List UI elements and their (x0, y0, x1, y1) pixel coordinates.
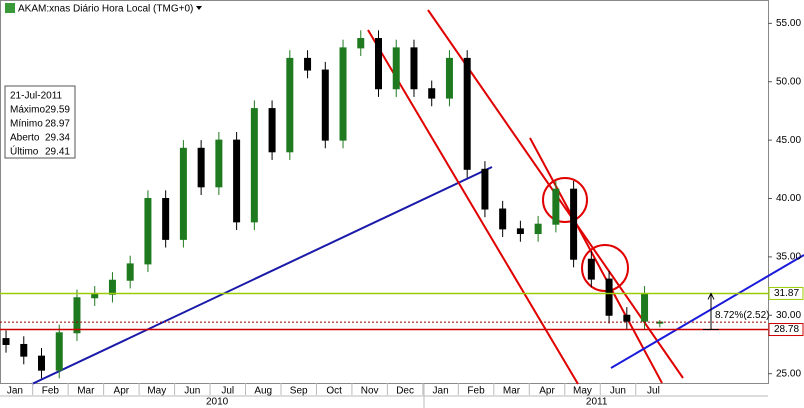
info-label: Mínimo (10, 119, 43, 130)
candle-body (463, 57, 471, 170)
candle-body (392, 47, 400, 90)
y-tick-label: 35.00 (776, 252, 801, 263)
x-tick-label: Apr (539, 386, 555, 397)
info-date: 21-Jul-2011 (10, 91, 63, 102)
channel-line (529, 137, 663, 384)
x-tick-label: Nov (361, 386, 379, 397)
candle-body (339, 47, 347, 141)
candle-body (321, 69, 329, 141)
info-box: 21-Jul-2011 Máximo 29.59 Mínimo 28.97 Ab… (4, 85, 76, 159)
arrow-head (707, 292, 715, 300)
candle-body (215, 139, 223, 188)
candle-body (91, 293, 99, 299)
candle-body (20, 343, 28, 357)
candle-body (534, 223, 542, 235)
candle-body (38, 355, 46, 371)
y-tick-label: 45.00 (776, 135, 801, 146)
candle-body (623, 314, 631, 322)
candle-body (2, 338, 10, 345)
candle-body (445, 57, 453, 99)
candle-body (481, 168, 489, 210)
info-label: Aberto (10, 133, 40, 144)
candle-body (375, 38, 383, 90)
candle-body (570, 188, 578, 260)
candle-body (428, 88, 436, 99)
candle-body (641, 293, 649, 322)
info-value: 29.59 (45, 105, 70, 116)
info-frame (4, 85, 76, 159)
candle-body (126, 263, 134, 281)
candle-body (179, 147, 187, 240)
chart-icon[interactable] (5, 3, 15, 13)
info-label: Último (10, 145, 39, 158)
candle-body (55, 332, 63, 371)
y-tick-label: 25.00 (776, 368, 801, 379)
candle-body (499, 208, 507, 230)
x-tick-label: Jul (221, 386, 234, 397)
trend-line (31, 166, 493, 385)
x-tick-label: Jun (610, 386, 626, 397)
candles (2, 30, 664, 379)
x-tick-label: Mar (503, 386, 521, 397)
candle-body (605, 278, 613, 316)
y-tick-label: 50.00 (776, 76, 801, 87)
candle-body (144, 198, 152, 265)
x-tick-label: Feb (42, 386, 60, 397)
x-tick-label: Jan (7, 386, 23, 397)
trend-line (610, 254, 804, 369)
info-label: Máximo (10, 105, 45, 116)
x-tick-label: Jan (433, 386, 449, 397)
candle-body (286, 57, 294, 153)
candle-body (73, 297, 81, 334)
measure-label: 8.72%(2.52) (715, 310, 769, 321)
price-label: 28.78 (774, 324, 799, 335)
x-tick-label: Jul (647, 386, 660, 397)
overlays: 31.87 28.78 8.72%(2.52) (0, 286, 804, 337)
y-tick-label: 40.00 (776, 193, 801, 204)
price-label: 31.87 (774, 288, 799, 299)
price-box (768, 323, 804, 337)
candle-body (197, 147, 205, 188)
candle-body (516, 228, 524, 235)
x-tick-label: Aug (254, 386, 272, 397)
candle-body (233, 139, 241, 223)
candle-body (162, 198, 170, 240)
x-tick-label: Oct (326, 386, 342, 397)
y-tick-label: 55.00 (776, 18, 801, 29)
x-tick-label: Sep (290, 386, 308, 397)
year-label: 2010 (206, 397, 229, 408)
candle-body (410, 47, 418, 90)
candle-body (250, 108, 258, 223)
candle-body (304, 57, 312, 71)
info-value: 29.41 (45, 147, 70, 158)
channel-line (367, 29, 579, 385)
plot-frame (0, 0, 769, 384)
info-value: 28.97 (45, 119, 70, 130)
chart-title[interactable]: AKAM:xnas Diário Hora Local (TMG+0) (18, 4, 193, 15)
y-tick-label: 30.00 (776, 310, 801, 321)
price-box (768, 286, 804, 300)
x-tick-label: Jun (184, 386, 200, 397)
year-label: 2011 (586, 397, 608, 408)
info-value: 29.34 (45, 133, 70, 144)
candle-body (552, 188, 560, 225)
x-tick-label: Feb (467, 386, 485, 397)
x-tick-label: Mar (77, 386, 95, 397)
x-tick-label: May (147, 386, 166, 397)
candle-body (268, 108, 276, 153)
candle-body (357, 38, 365, 49)
x-tick-label: Apr (114, 386, 130, 397)
x-tick-label: Dec (396, 386, 414, 397)
highlight-circle (542, 177, 588, 223)
x-tick-label: May (573, 386, 592, 397)
dropdown-arrow[interactable] (196, 6, 202, 10)
highlight-circle (581, 244, 629, 292)
candle-body (587, 258, 595, 280)
candle-body (108, 279, 116, 295)
